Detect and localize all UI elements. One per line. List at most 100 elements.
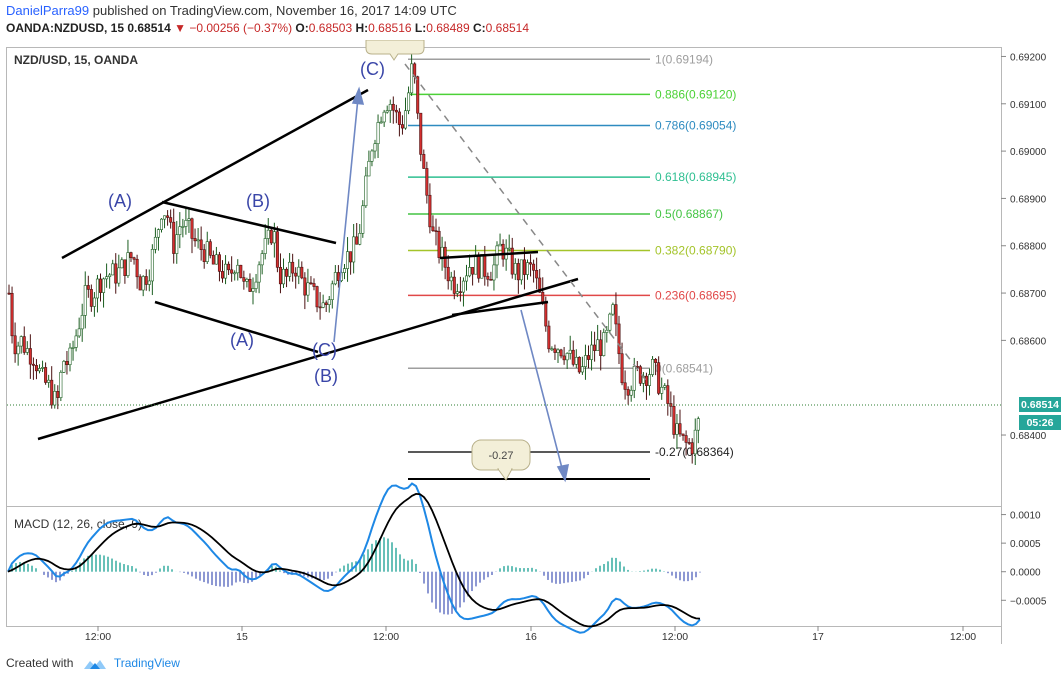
candle — [327, 295, 331, 313]
tradingview-logo-icon[interactable] — [83, 657, 107, 671]
candle — [614, 292, 618, 337]
down-arrowhead-icon — [556, 463, 570, 483]
upper-trendline[interactable] — [61, 88, 369, 260]
triangle-bottom-line[interactable] — [154, 300, 319, 354]
candle — [602, 328, 606, 357]
wave-label-a2: (A) — [230, 330, 254, 350]
candle — [44, 362, 48, 385]
candle — [236, 259, 240, 281]
wave-labels: (A) (B) (C) (A) (C) (B) — [108, 59, 385, 386]
target-callout[interactable]: -0.27 — [471, 439, 531, 481]
candle — [336, 265, 340, 288]
candle — [352, 223, 356, 274]
candle — [403, 97, 407, 130]
candle — [303, 272, 307, 310]
macd-line — [7, 482, 701, 634]
candle — [62, 359, 66, 374]
candle — [31, 357, 35, 380]
candle — [458, 276, 462, 302]
candle — [37, 364, 41, 374]
candle — [230, 256, 234, 282]
low-value: 0.68489 — [426, 21, 470, 35]
candle — [199, 226, 203, 261]
candle — [257, 261, 261, 294]
candle — [446, 255, 450, 290]
candle — [422, 149, 426, 169]
price-pane[interactable] — [6, 47, 1002, 507]
high-value: 0.68516 — [368, 21, 412, 35]
last-price-badge: 0.68514 — [1019, 397, 1061, 412]
fib-ratio: 1 — [655, 52, 662, 66]
candle — [166, 210, 170, 226]
open-value: 0.68503 — [308, 21, 353, 35]
fib-level-label: 0.236(0.68695) — [655, 288, 736, 302]
flag-bottom-line[interactable] — [451, 300, 549, 317]
candle — [358, 224, 362, 246]
tradingview-brand[interactable]: TradingView — [113, 656, 180, 670]
wave-label-c1: (C) — [360, 59, 385, 79]
candle — [471, 267, 475, 286]
candle — [684, 430, 688, 456]
arrows[interactable] — [333, 86, 570, 483]
candle — [590, 331, 594, 371]
candle — [461, 277, 465, 307]
candle — [181, 218, 185, 238]
candle — [666, 379, 670, 416]
candle — [126, 239, 130, 278]
candle — [480, 254, 484, 279]
candle — [507, 234, 511, 252]
published-text: published on TradingView.com, November 1… — [92, 3, 457, 18]
fib-price: (0.68867) — [672, 207, 723, 221]
candle — [562, 346, 566, 365]
price-tick-label: 0.69000 — [1010, 147, 1047, 158]
footer: Created with TradingView — [6, 656, 180, 671]
candle — [330, 280, 334, 309]
candle — [50, 366, 54, 409]
author-link[interactable]: DanielParra99 — [6, 3, 90, 18]
candle — [227, 261, 231, 276]
price-tick-label: 0.68400 — [1010, 431, 1047, 442]
candle — [144, 269, 148, 291]
macd-tick-label: 0.0000 — [1010, 568, 1041, 579]
svg-text:05:26: 05:26 — [1027, 417, 1054, 429]
time-axis: 12:00 15 12:00 16 12:00 17 12:00 — [85, 626, 976, 643]
price-tick-label: 0.69100 — [1010, 100, 1047, 111]
candle — [455, 283, 459, 298]
time-tick-label: 12:00 — [85, 631, 111, 643]
fib-level-label: 0.886(0.69120) — [655, 87, 736, 101]
candle — [153, 227, 157, 254]
down-arrow-line[interactable] — [520, 309, 564, 473]
chart-title: NZD/USD, 15, OANDA — [14, 53, 138, 67]
candle — [361, 200, 365, 238]
candle — [678, 409, 682, 437]
candle — [108, 273, 112, 289]
candle — [660, 377, 664, 400]
candle — [135, 254, 139, 289]
fib-price: (0.68541) — [662, 361, 713, 375]
candle — [184, 206, 188, 235]
time-tick-label: 17 — [812, 631, 824, 643]
candle — [608, 312, 612, 334]
triangle-top-line[interactable] — [161, 200, 337, 245]
wave-drawings[interactable] — [37, 88, 650, 480]
lower-trendline[interactable] — [37, 277, 579, 441]
candle — [269, 227, 273, 245]
wave-label-a1: (A) — [108, 191, 132, 211]
dashed-projection[interactable] — [404, 63, 649, 384]
up-arrow[interactable] — [333, 97, 359, 343]
up-arrowhead-icon — [351, 86, 365, 105]
flag-top-line[interactable] — [439, 250, 539, 260]
candle — [306, 268, 310, 302]
candle — [129, 251, 133, 262]
candle — [211, 250, 215, 265]
candle — [550, 346, 554, 352]
candle — [138, 274, 142, 291]
candle — [266, 218, 270, 245]
fib-ratio: 0.886 — [655, 87, 685, 101]
fib-price: (0.68695) — [685, 288, 736, 302]
candle — [605, 325, 609, 343]
candle — [419, 112, 423, 162]
candle — [629, 385, 633, 402]
candle — [333, 265, 337, 286]
chart-area[interactable]: 0.69200 0.69100 0.69000 0.68900 0.68800 0.687… — [0, 40, 1062, 652]
